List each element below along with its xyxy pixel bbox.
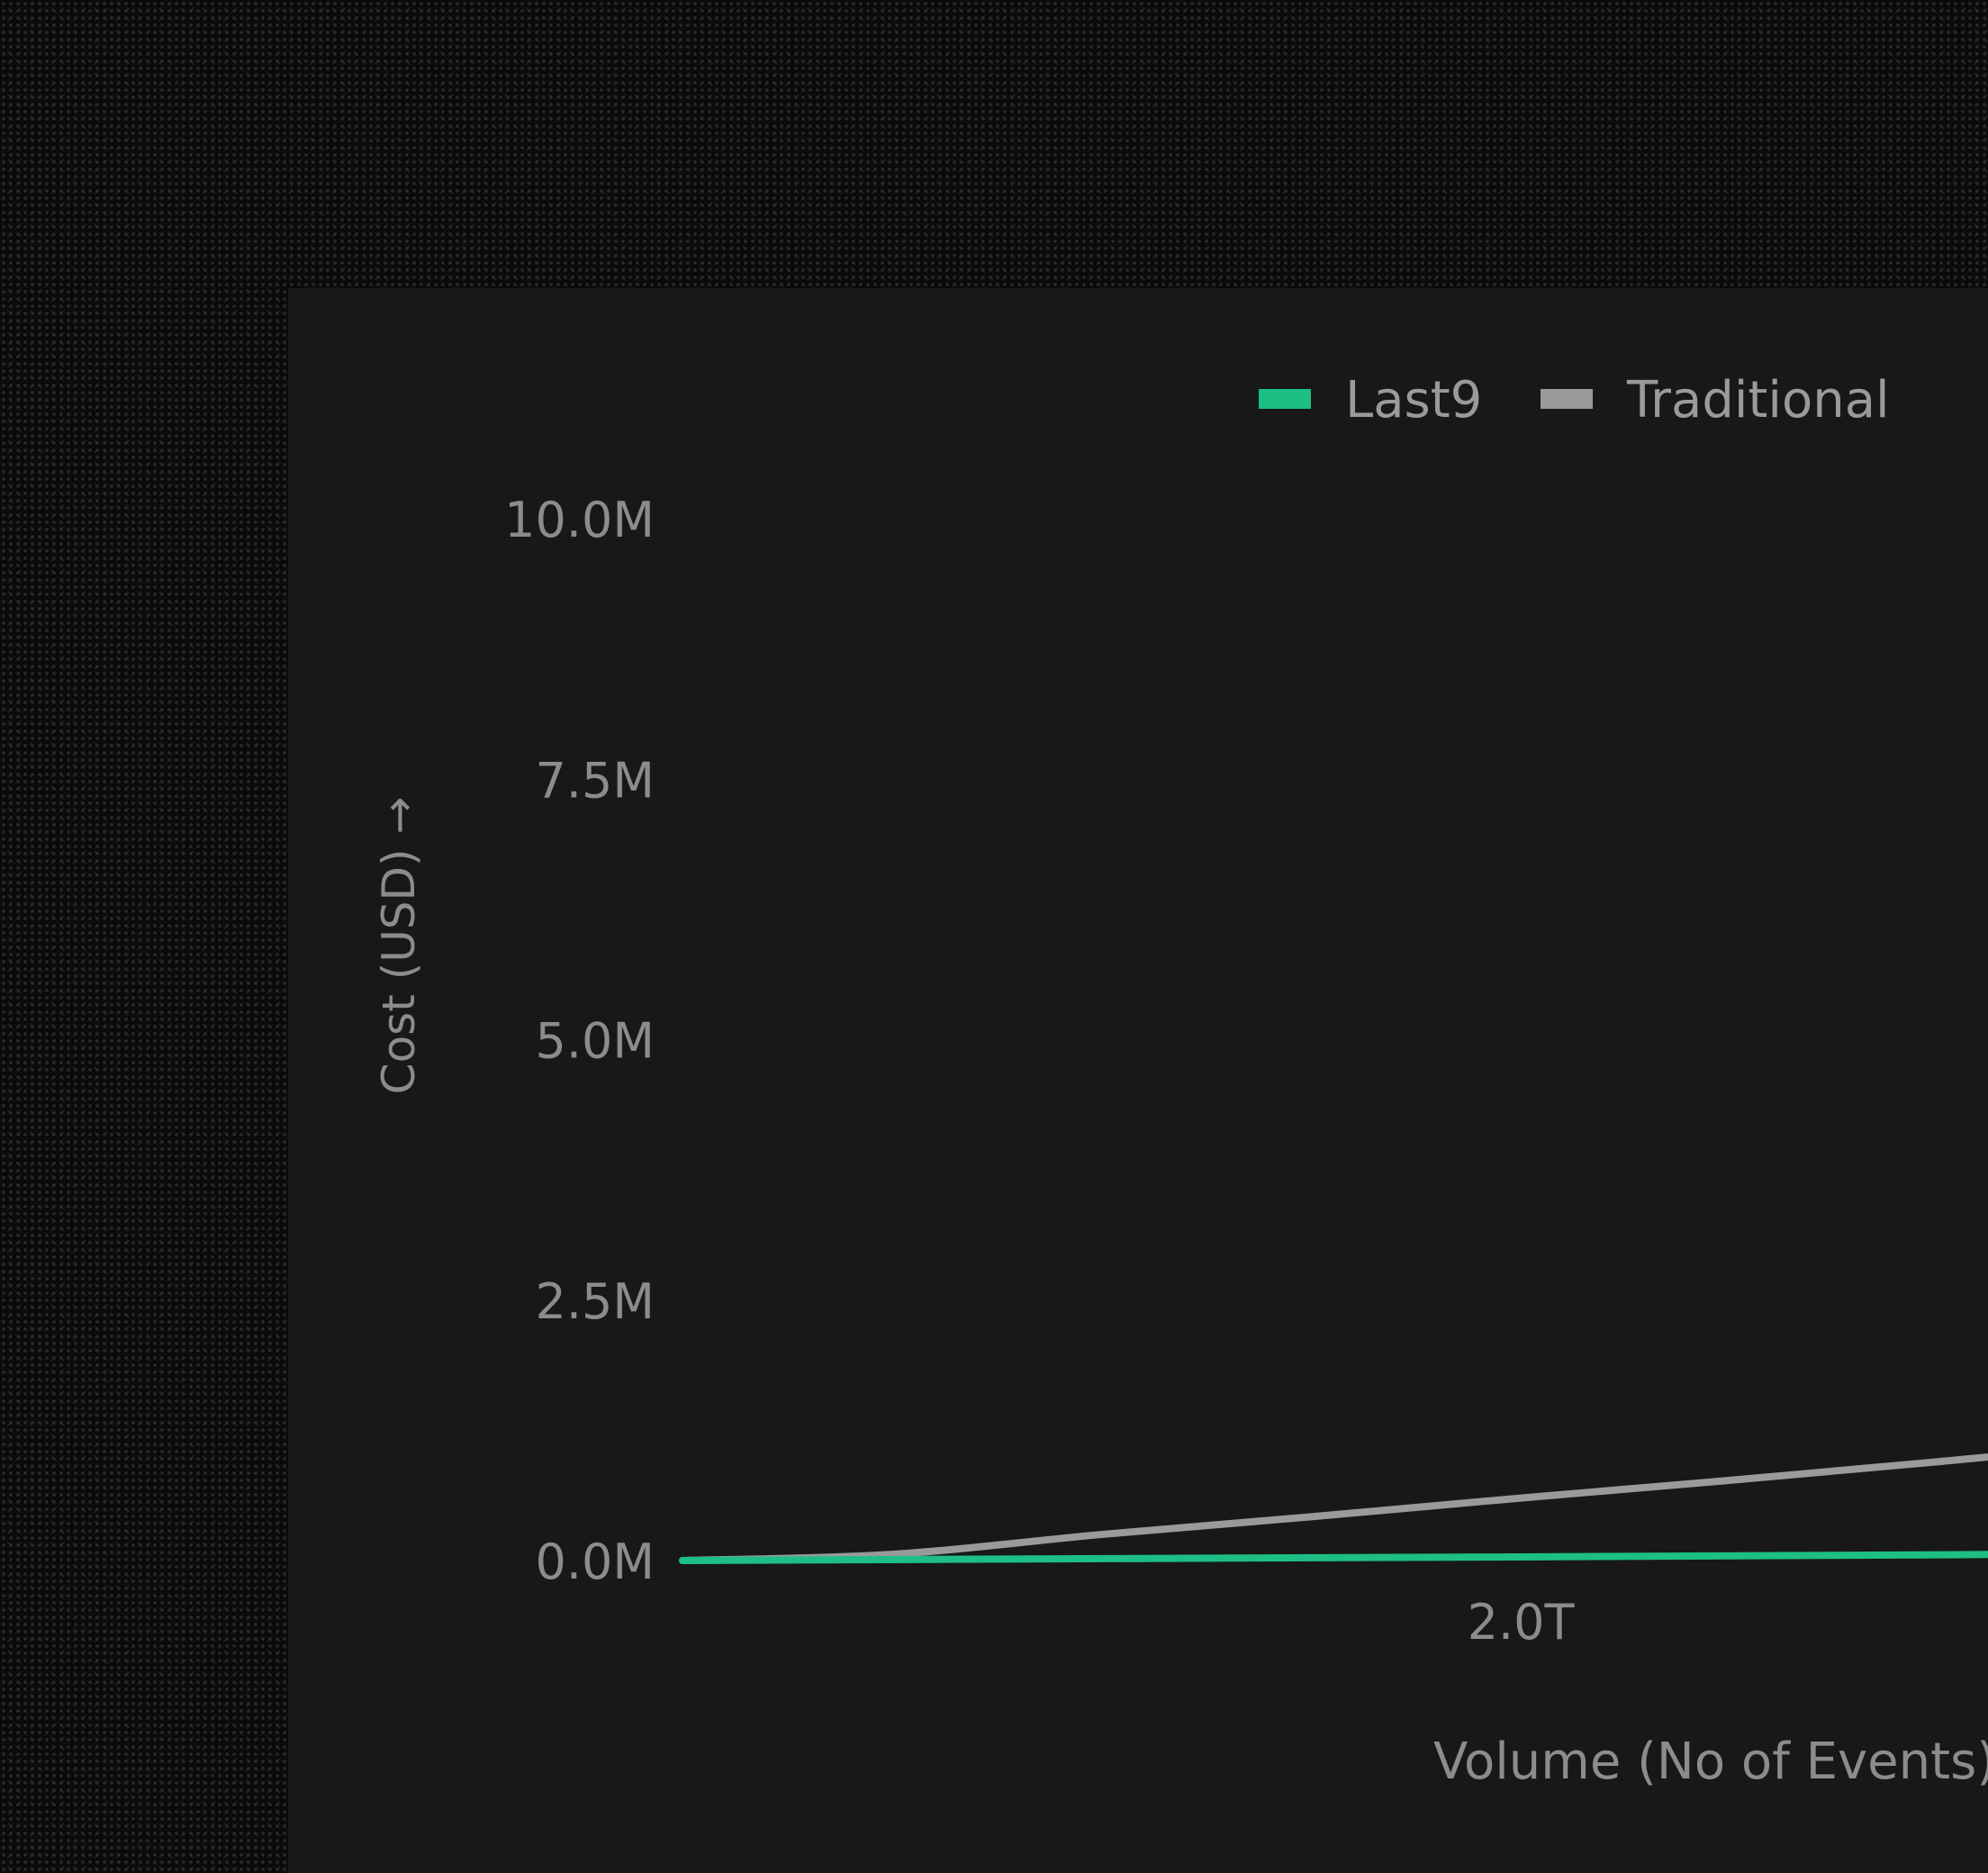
legend-swatch-traditional: [1541, 389, 1593, 409]
legend: Last9 Traditional: [1259, 371, 1890, 430]
x-axis-title: Volume (No of Events) →: [1433, 1733, 1988, 1791]
y-tick-label: 10.0M: [504, 492, 655, 548]
y-tick-label: 5.0M: [536, 1013, 655, 1070]
y-axis-title-group: Cost (USD) →: [373, 797, 425, 1095]
series-line-last9: [679, 1551, 1988, 1564]
x-tick-labels: 2.0T4.0T6.0T: [1468, 1594, 1576, 1651]
y-tick-labels: 0.0M 2.5M 5.0M 7.5M 10.0M: [504, 492, 655, 1590]
series-lines: [679, 1453, 1988, 1564]
legend-swatch-last9: [1259, 389, 1311, 409]
y-axis-title: Cost (USD) →: [373, 797, 425, 1095]
y-tick-label: 0.0M: [536, 1534, 655, 1590]
y-tick-label: 2.5M: [536, 1273, 655, 1330]
legend-label-last9: Last9: [1345, 371, 1482, 430]
series-line-traditional: [679, 1453, 1988, 1564]
legend-label-traditional: Traditional: [1626, 371, 1890, 430]
y-tick-label: 7.5M: [536, 752, 655, 809]
x-tick-label: 2.0T: [1468, 1594, 1576, 1651]
chart-panel: [288, 288, 1988, 1873]
